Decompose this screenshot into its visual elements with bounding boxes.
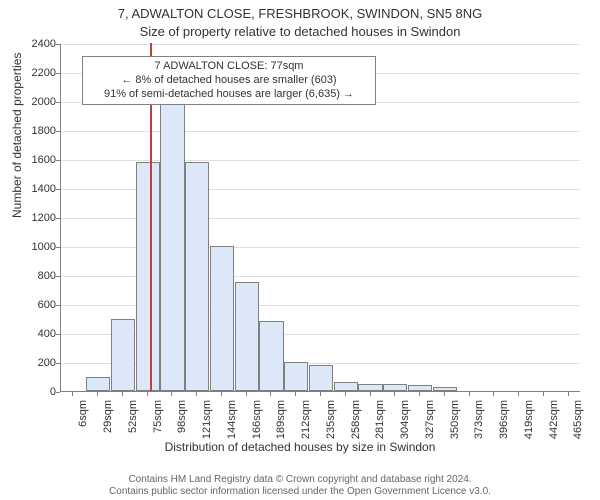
x-tick-label: 304sqm [399, 400, 411, 439]
x-tick-mark [394, 392, 395, 396]
x-tick-label: 6sqm [77, 400, 89, 427]
y-tick-label: 800 [0, 270, 56, 282]
y-tick-mark [56, 305, 60, 306]
y-tick-mark [56, 44, 60, 45]
y-tick-mark [56, 218, 60, 219]
y-tick-label: 2200 [0, 67, 56, 79]
histogram-bar [185, 162, 209, 391]
y-tick-label: 2000 [0, 96, 56, 108]
histogram-bar [259, 321, 283, 391]
x-tick-mark [469, 392, 470, 396]
y-tick-mark [56, 247, 60, 248]
gridline [61, 44, 580, 45]
y-tick-mark [56, 334, 60, 335]
histogram-bar [433, 387, 457, 391]
x-tick-label: 189sqm [275, 400, 287, 439]
histogram-bar [86, 377, 110, 392]
histogram-bar [284, 362, 308, 391]
histogram-bar [235, 282, 259, 391]
y-tick-label: 1000 [0, 241, 56, 253]
y-tick-label: 1200 [0, 212, 56, 224]
y-tick-mark [56, 102, 60, 103]
x-tick-mark [518, 392, 519, 396]
y-tick-mark [56, 73, 60, 74]
x-tick-label: 465sqm [573, 400, 585, 439]
x-tick-label: 121sqm [201, 400, 213, 439]
histogram-bar [334, 382, 358, 391]
gridline [61, 160, 580, 161]
x-tick-mark [122, 392, 123, 396]
chart-title-line2: Size of property relative to detached ho… [0, 24, 600, 39]
y-tick-label: 2400 [0, 38, 56, 50]
annotation-box: 7 ADWALTON CLOSE: 77sqm ← 8% of detached… [82, 56, 376, 105]
histogram-bar [358, 384, 382, 391]
x-tick-label: 281sqm [375, 400, 387, 439]
y-tick-label: 0 [0, 386, 56, 398]
histogram-bar [383, 384, 407, 391]
footer-line1: Contains HM Land Registry data © Crown c… [0, 474, 600, 486]
histogram-bar [111, 319, 135, 392]
footer: Contains HM Land Registry data © Crown c… [0, 474, 600, 498]
x-tick-label: 212sqm [300, 400, 312, 439]
histogram-bar [160, 72, 184, 391]
x-tick-label: 75sqm [152, 400, 164, 433]
x-tick-mark [147, 392, 148, 396]
x-tick-mark [345, 392, 346, 396]
x-tick-label: 419sqm [523, 400, 535, 439]
y-tick-label: 200 [0, 357, 56, 369]
x-tick-mark [543, 392, 544, 396]
chart-container: 7, ADWALTON CLOSE, FRESHBROOK, SWINDON, … [0, 0, 600, 500]
x-axis-label: Distribution of detached houses by size … [0, 440, 600, 454]
x-tick-label: 98sqm [176, 400, 188, 433]
annotation-line1: 7 ADWALTON CLOSE: 77sqm [89, 60, 369, 74]
x-tick-mark [493, 392, 494, 396]
y-tick-mark [56, 392, 60, 393]
x-tick-mark [419, 392, 420, 396]
y-tick-label: 1600 [0, 154, 56, 166]
y-tick-mark [56, 276, 60, 277]
x-tick-label: 235sqm [325, 400, 337, 439]
y-tick-mark [56, 363, 60, 364]
x-tick-mark [72, 392, 73, 396]
y-tick-label: 600 [0, 299, 56, 311]
x-tick-mark [320, 392, 321, 396]
x-tick-label: 29sqm [102, 400, 114, 433]
histogram-bar [210, 246, 234, 391]
x-tick-mark [444, 392, 445, 396]
y-tick-mark [56, 160, 60, 161]
annotation-line3: 91% of semi-detached houses are larger (… [89, 88, 369, 102]
chart-title-line1: 7, ADWALTON CLOSE, FRESHBROOK, SWINDON, … [0, 6, 600, 21]
x-tick-label: 350sqm [449, 400, 461, 439]
x-tick-mark [221, 392, 222, 396]
x-tick-mark [196, 392, 197, 396]
x-tick-label: 442sqm [548, 400, 560, 439]
x-tick-mark [370, 392, 371, 396]
x-tick-mark [246, 392, 247, 396]
x-tick-mark [171, 392, 172, 396]
y-tick-mark [56, 131, 60, 132]
x-tick-label: 396sqm [498, 400, 510, 439]
x-tick-mark [295, 392, 296, 396]
x-tick-mark [97, 392, 98, 396]
gridline [61, 131, 580, 132]
x-tick-mark [270, 392, 271, 396]
x-tick-label: 166sqm [251, 400, 263, 439]
y-tick-label: 1400 [0, 183, 56, 195]
y-tick-label: 1800 [0, 125, 56, 137]
histogram-bar [408, 385, 432, 391]
footer-line2: Contains public sector information licen… [0, 486, 600, 498]
histogram-bar [309, 365, 333, 391]
y-tick-label: 400 [0, 328, 56, 340]
x-tick-label: 144sqm [226, 400, 238, 439]
x-tick-mark [568, 392, 569, 396]
y-tick-mark [56, 189, 60, 190]
annotation-line2: ← 8% of detached houses are smaller (603… [89, 74, 369, 88]
x-tick-label: 258sqm [350, 400, 362, 439]
x-tick-label: 327sqm [424, 400, 436, 439]
x-tick-label: 52sqm [127, 400, 139, 433]
x-tick-label: 373sqm [474, 400, 486, 439]
histogram-bar [136, 162, 160, 391]
